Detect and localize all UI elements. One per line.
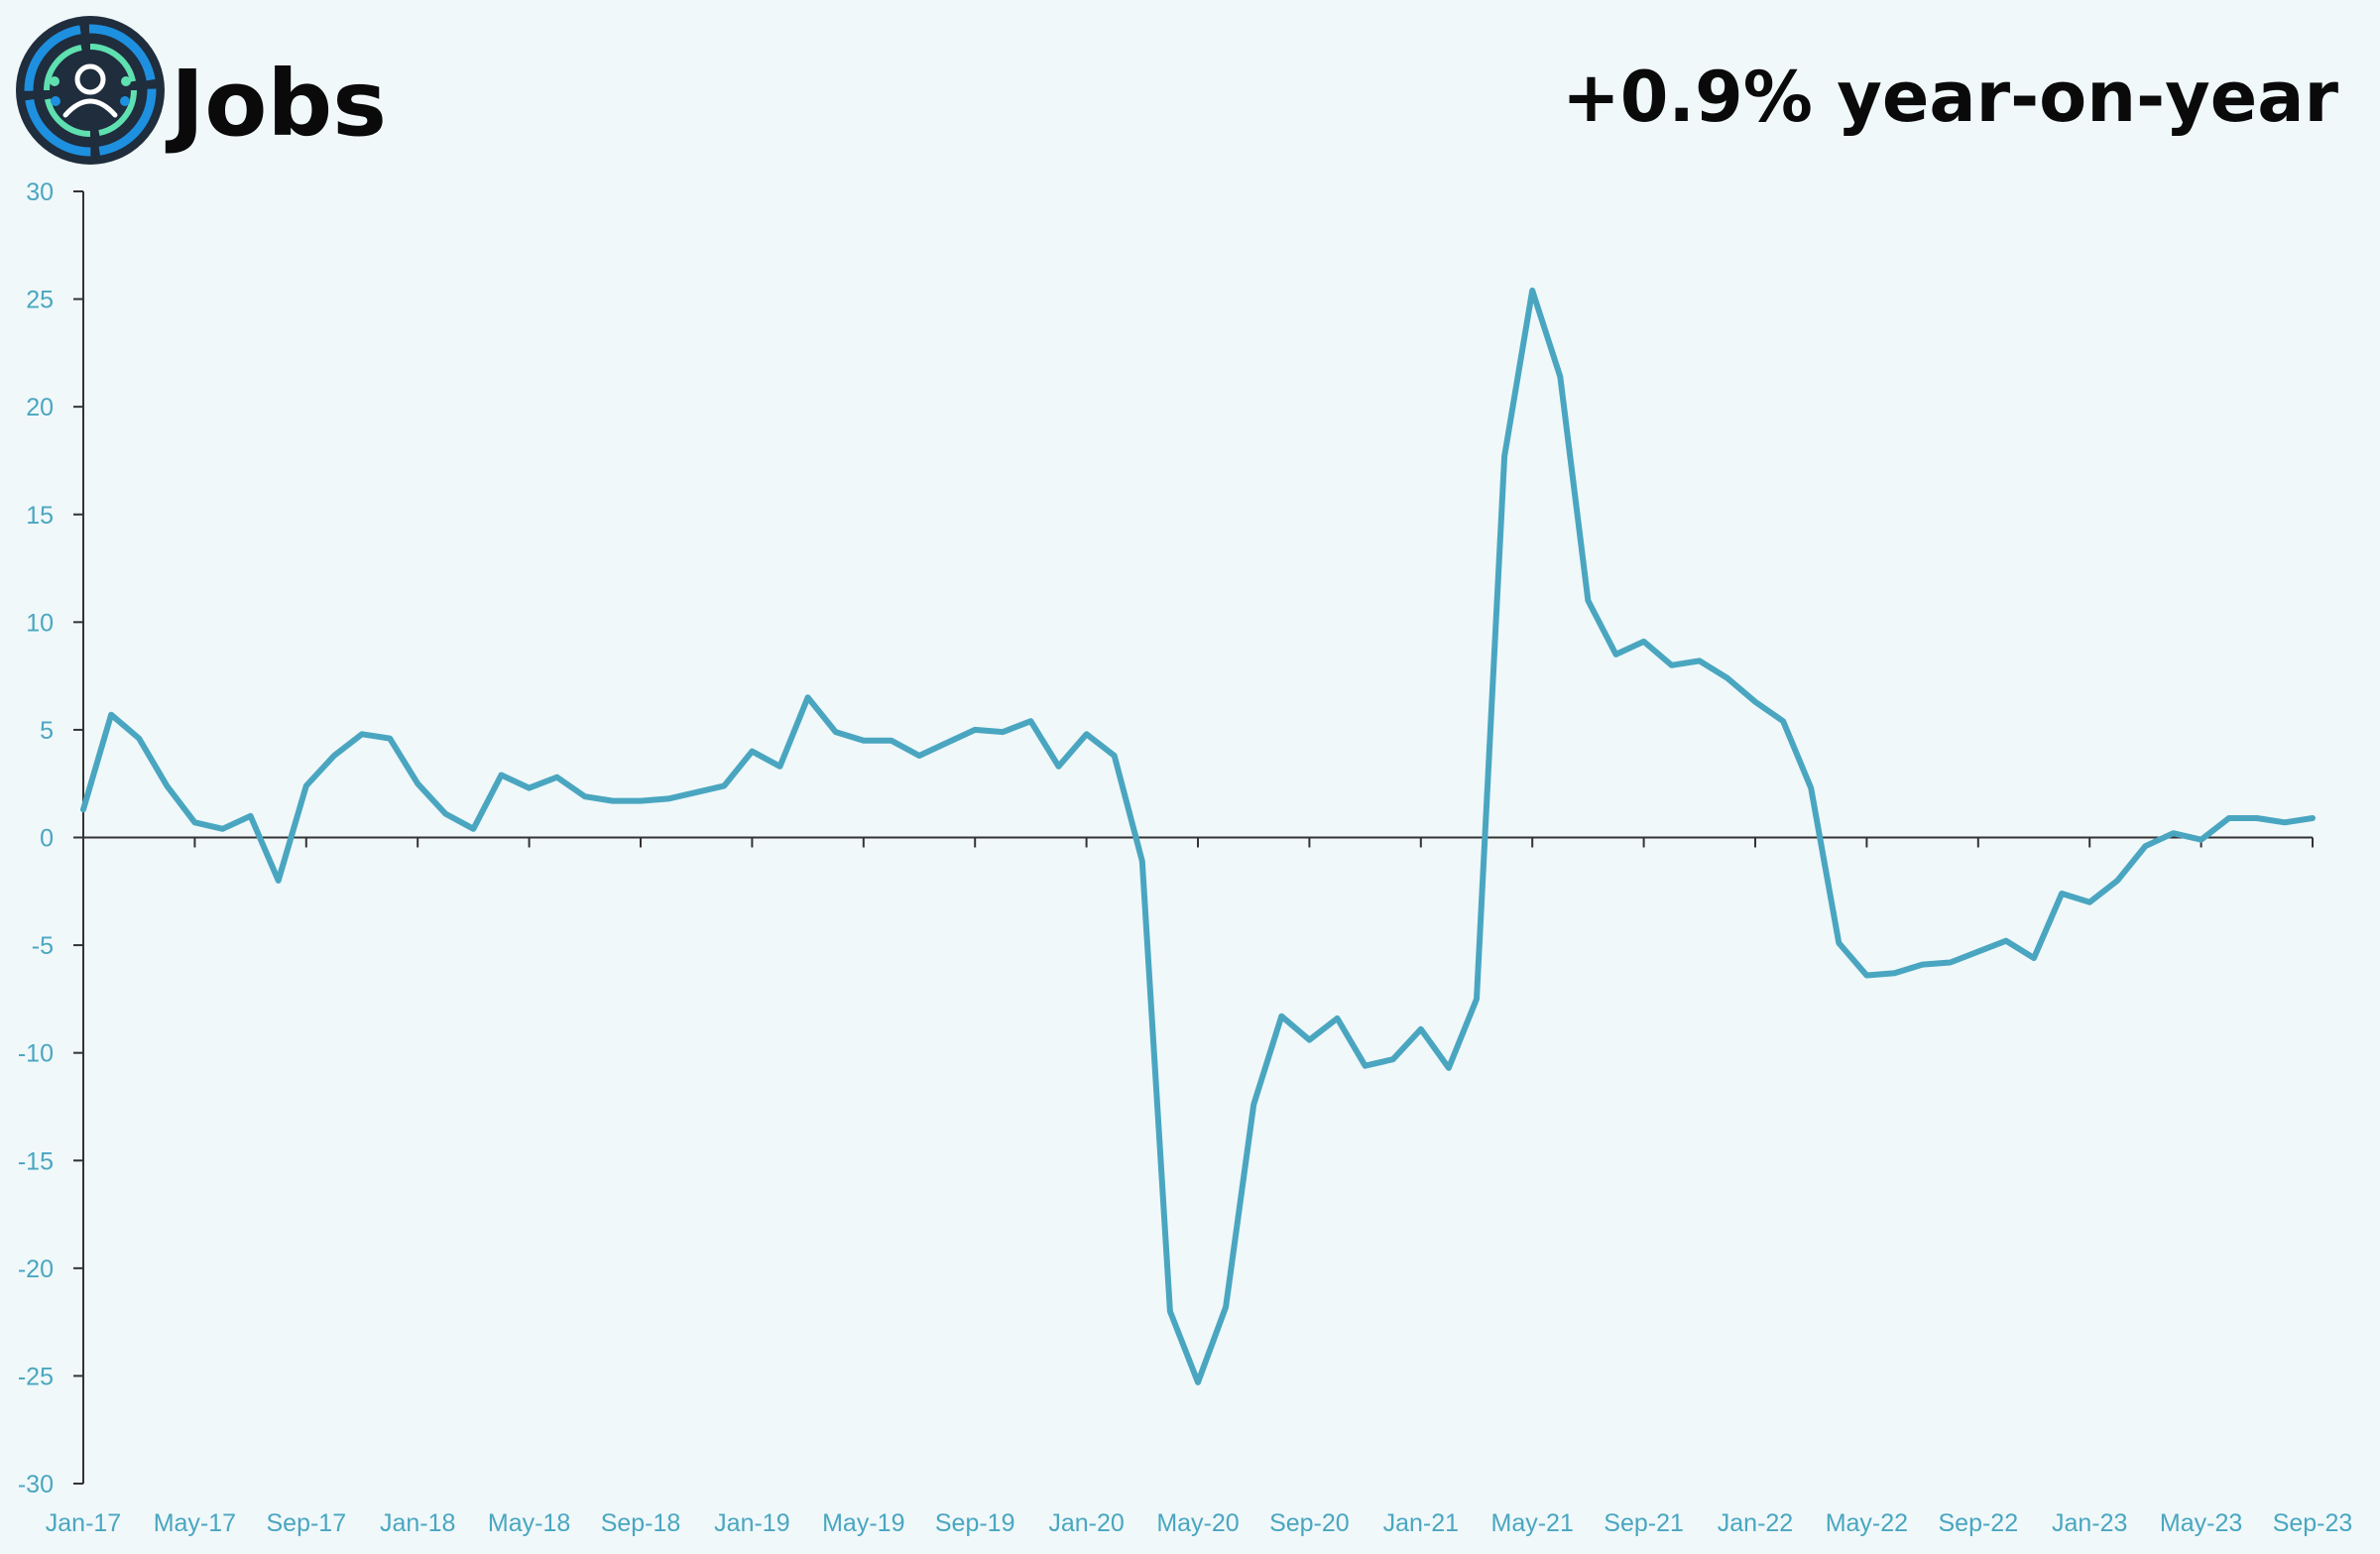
- x-tick-label: Sep-19: [935, 1509, 1015, 1537]
- y-tick-label: 0: [40, 825, 54, 853]
- x-tick-label: Sep-20: [1269, 1509, 1350, 1537]
- x-tick-label: May-17: [154, 1509, 236, 1537]
- page-title: Jobs: [165, 51, 387, 157]
- x-tick-label: Jan-20: [1048, 1509, 1124, 1537]
- y-tick-label: 25: [26, 287, 54, 314]
- x-tick-label: Jan-19: [714, 1509, 789, 1537]
- x-tick-label: Jan-17: [46, 1509, 121, 1537]
- x-tick-label: Sep-18: [601, 1509, 681, 1537]
- y-ticks: 30 25 20 15 10 5 0 -5 -10 -15 -20 -25 -30: [18, 179, 83, 1498]
- people-network-icon: [16, 16, 165, 165]
- y-tick-label: 15: [26, 502, 54, 530]
- y-tick-label: 30: [26, 179, 54, 206]
- headline-stat: +0.9% year-on-year: [1562, 57, 2338, 138]
- x-tick-label: Jan-18: [380, 1509, 455, 1537]
- x-tick-label: Sep-21: [1604, 1509, 1684, 1537]
- x-ticks: Jan-17 May-17 Sep-17 Jan-18 May-18 Sep-18 Jan-…: [46, 837, 2353, 1537]
- y-tick-label: -25: [18, 1363, 54, 1390]
- x-tick-label: May-21: [1491, 1509, 1574, 1537]
- x-tick-label: Jan-22: [1718, 1509, 1793, 1537]
- x-tick-label: Sep-17: [266, 1509, 346, 1537]
- x-tick-label: May-19: [822, 1509, 904, 1537]
- x-tick-label: May-18: [488, 1509, 570, 1537]
- y-tick-label: -5: [32, 932, 54, 960]
- x-tick-label: Jan-21: [1383, 1509, 1459, 1537]
- y-tick-label: -10: [18, 1040, 54, 1068]
- x-tick-label: Jan-23: [2052, 1509, 2127, 1537]
- y-tick-label: -15: [18, 1147, 54, 1175]
- x-tick-label: May-23: [2160, 1509, 2242, 1537]
- y-tick-label: 10: [26, 609, 54, 637]
- x-tick-label: May-20: [1156, 1509, 1239, 1537]
- x-tick-label: May-22: [1826, 1509, 1908, 1537]
- x-tick-label: Sep-23: [2273, 1509, 2353, 1537]
- y-tick-label: 5: [40, 717, 54, 745]
- y-tick-label: -30: [18, 1471, 54, 1498]
- y-tick-label: 20: [26, 394, 54, 421]
- y-tick-label: -20: [18, 1255, 54, 1283]
- x-tick-label: Sep-22: [1938, 1509, 2018, 1537]
- series-line: [80, 287, 2316, 1385]
